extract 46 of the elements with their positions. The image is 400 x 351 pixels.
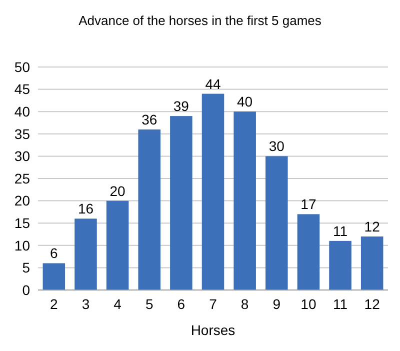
- bar: [329, 240, 352, 290]
- data-label: 44: [205, 76, 221, 92]
- bar: [234, 112, 256, 290]
- y-tick-label: 30: [14, 148, 30, 164]
- y-tick-label: 40: [14, 104, 30, 120]
- data-label: 16: [78, 200, 94, 217]
- data-label: 30: [268, 138, 285, 154]
- y-tick-label: 25: [14, 170, 30, 186]
- data-label: 40: [237, 94, 253, 110]
- bar: [42, 263, 66, 290]
- bar: [106, 200, 129, 290]
- data-label: 39: [173, 98, 190, 114]
- y-tick-label: 45: [14, 81, 30, 98]
- bar: [297, 214, 320, 290]
- x-tick-label: 7: [209, 296, 218, 312]
- x-tick-label: 6: [177, 296, 186, 312]
- chart-title: Advance of the horses in the first 5 games: [78, 13, 322, 28]
- bar: [202, 94, 224, 290]
- data-label: 12: [364, 218, 380, 234]
- x-tick-label: 10: [300, 296, 316, 312]
- bar: [138, 129, 160, 290]
- bar: [170, 116, 192, 290]
- y-tick-label: 20: [14, 192, 30, 209]
- data-label: 11: [333, 222, 348, 239]
- x-axis-title: Horses: [190, 322, 236, 338]
- data-label: 36: [142, 111, 158, 128]
- x-tick-label: 8: [240, 296, 249, 312]
- y-tick-label: 50: [14, 58, 30, 75]
- data-label: 20: [110, 182, 126, 199]
- y-tick-label: 0: [22, 282, 30, 298]
- data-label: 6: [50, 245, 58, 262]
- y-tick-label: 35: [14, 126, 30, 142]
- bar: [360, 236, 384, 290]
- x-tick-label: 5: [145, 296, 154, 312]
- y-tick-label: 5: [22, 260, 30, 276]
- x-tick-label: 9: [272, 296, 281, 312]
- x-tick-label: 2: [50, 296, 58, 312]
- x-tick-label: 4: [114, 296, 122, 312]
- bar: [74, 218, 97, 290]
- data-label: 17: [300, 196, 316, 212]
- x-tick-label: 3: [82, 296, 90, 312]
- bar: [266, 156, 288, 290]
- y-tick-label: 10: [14, 237, 30, 254]
- x-tick-label: 12: [364, 296, 380, 312]
- x-tick-label: 11: [333, 296, 348, 312]
- y-tick-label: 15: [14, 215, 30, 231]
